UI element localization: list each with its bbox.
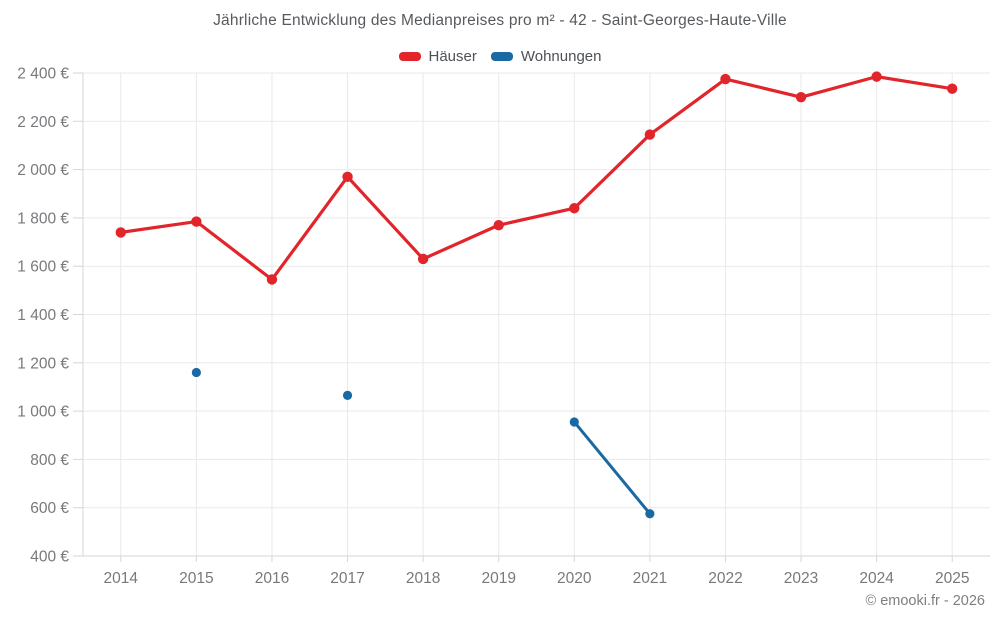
series-wohnungen-segment — [572, 420, 652, 516]
y-tick-label: 1 400 € — [17, 307, 69, 324]
x-tick-label: 2019 — [481, 570, 515, 587]
wohnungen-series-swatch-icon — [490, 51, 513, 61]
legend-item-hauser[interactable]: Häuser — [398, 47, 477, 65]
series-hauser-segment — [799, 75, 879, 99]
series-hauser-point[interactable] — [947, 83, 958, 94]
series-hauser-segment — [345, 175, 425, 261]
series-hauser-point[interactable] — [417, 253, 429, 265]
x-tick-label: 2024 — [859, 570, 894, 587]
x-tick-label: 2016 — [255, 570, 289, 587]
series-hauser-segment — [648, 77, 728, 137]
series-hauser-segment — [497, 206, 576, 227]
copyright-text: © emooki.fr - 2026 — [865, 593, 985, 609]
legend-label-wohnungen: Wohnungen — [520, 47, 602, 65]
y-tick-label: 1 000 € — [17, 404, 69, 421]
legend-label-hauser: Häuser — [428, 47, 477, 65]
series-hauser-segment — [875, 75, 954, 91]
series-hauser-segment — [572, 132, 652, 210]
series-wohnungen-point[interactable] — [645, 509, 655, 519]
series-hauser-segment — [723, 77, 803, 99]
x-tick-label: 2021 — [633, 570, 667, 587]
series-hauser-point[interactable] — [493, 219, 504, 231]
x-tick-label: 2025 — [935, 570, 969, 587]
y-tick-label: 800 € — [30, 452, 69, 469]
series-hauser-point[interactable] — [795, 91, 807, 103]
chart-legend: Häuser Wohnungen — [0, 46, 1000, 66]
series-hauser-point[interactable] — [569, 203, 580, 214]
series-hauser-segment — [119, 219, 198, 234]
chart-title: Jährliche Entwicklung des Medianpreises … — [213, 12, 787, 29]
series-hauser-segment — [421, 223, 501, 261]
x-tick-label: 2014 — [104, 570, 139, 587]
series-hauser-segment — [194, 219, 274, 282]
x-tick-label: 2022 — [708, 570, 742, 587]
x-tick-label: 2017 — [330, 570, 364, 587]
series-wohnungen-point[interactable] — [569, 417, 579, 427]
series-hauser-point[interactable] — [342, 171, 353, 183]
y-tick-label: 1 600 € — [17, 259, 69, 276]
series-hauser-point[interactable] — [720, 73, 731, 85]
legend-item-wohnungen[interactable]: Wohnungen — [490, 47, 602, 65]
y-tick-label: 2 200 € — [17, 114, 69, 131]
series-hauser-point[interactable] — [266, 274, 278, 285]
y-tick-label: 2 400 € — [17, 66, 69, 83]
y-tick-label: 2 000 € — [17, 162, 69, 179]
x-tick-label: 2015 — [179, 570, 213, 587]
series-hauser-segment — [270, 175, 350, 282]
series-hauser-point[interactable] — [871, 71, 882, 82]
y-tick-label: 600 € — [30, 500, 69, 517]
y-tick-label: 1 800 € — [17, 210, 69, 227]
hauser-series-swatch-icon — [398, 51, 421, 61]
series-hauser-point[interactable] — [191, 216, 202, 227]
series-wohnungen-point[interactable] — [342, 390, 353, 401]
series-hauser-point[interactable] — [115, 227, 126, 238]
series-wohnungen-point[interactable] — [191, 367, 201, 378]
y-tick-label: 400 € — [30, 549, 69, 566]
x-tick-label: 2020 — [557, 570, 592, 587]
series-hauser-point[interactable] — [644, 129, 656, 140]
x-tick-label: 2018 — [406, 570, 440, 587]
y-tick-label: 1 200 € — [17, 355, 69, 372]
x-tick-label: 2023 — [784, 570, 818, 587]
